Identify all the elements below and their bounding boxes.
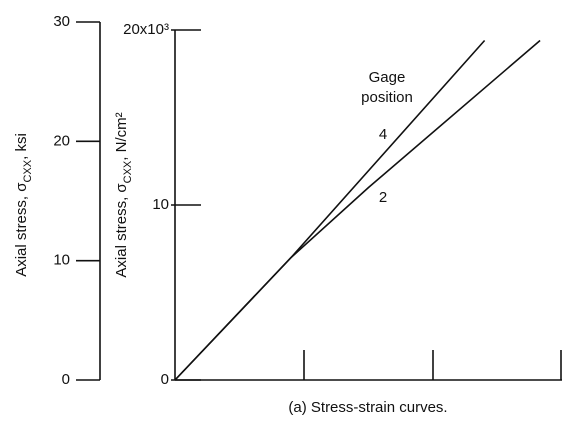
label-part: , ksi: [13, 133, 30, 160]
y2-tick-label: 20: [53, 132, 70, 149]
axis-label: Axial stress, σCXX, ksi: [13, 133, 34, 277]
caption: (a) Stress-strain curves.: [288, 399, 447, 416]
line: [174, 39, 486, 381]
axis-label: Axial stress, σCXX, N/cm²: [113, 112, 134, 277]
y-tick-label: 0: [161, 371, 169, 388]
label-part: CXX: [122, 160, 134, 183]
y-tick-label: 10: [152, 196, 169, 213]
y2-tick-label: 10: [53, 252, 70, 269]
label-part: Axial stress, σ: [113, 183, 130, 278]
y-tick-label: 20x10³: [123, 21, 169, 38]
annotation: Gage: [369, 69, 406, 86]
y2-tick-label: 30: [53, 13, 70, 30]
label-part: CXX: [22, 159, 34, 182]
series-label: 2: [379, 189, 387, 206]
annotation: position: [361, 89, 413, 106]
y2-tick-label: 0: [62, 371, 70, 388]
line: [174, 39, 541, 381]
series-label: 4: [379, 126, 387, 143]
label-part: , N/cm²: [113, 112, 130, 160]
label-part: Axial stress, σ: [13, 182, 30, 277]
